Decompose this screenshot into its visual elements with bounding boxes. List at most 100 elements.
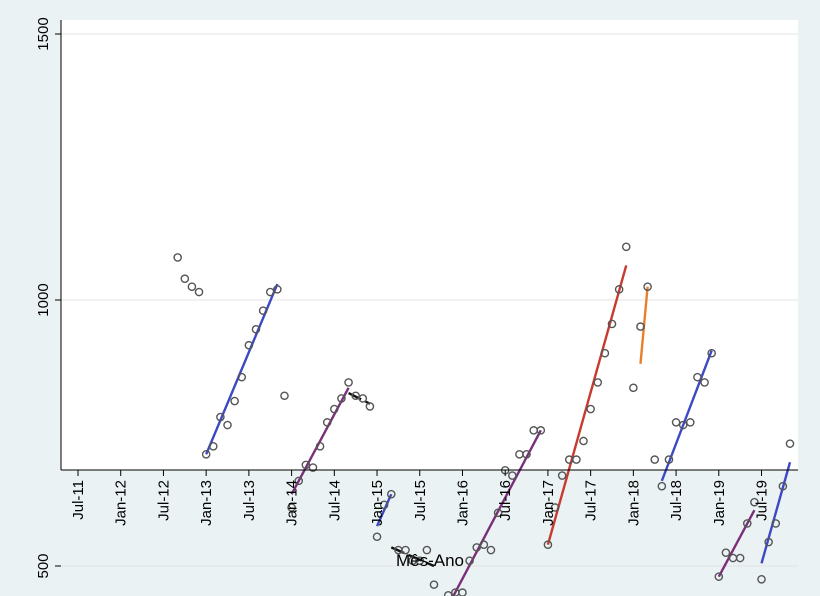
data-point bbox=[579, 436, 588, 446]
data-point bbox=[315, 441, 325, 451]
data-point bbox=[614, 285, 624, 294]
data-point bbox=[344, 378, 353, 387]
data-point bbox=[493, 508, 503, 518]
data-point bbox=[379, 500, 389, 510]
data-point bbox=[415, 556, 425, 565]
data-point bbox=[678, 420, 688, 430]
trend-apr18-dec18 bbox=[660, 350, 713, 482]
x-tick-label: Jul-15 bbox=[412, 480, 429, 521]
data-point bbox=[486, 545, 496, 555]
data-point bbox=[707, 348, 716, 358]
data-point bbox=[330, 404, 339, 414]
data-point bbox=[308, 463, 318, 472]
data-point bbox=[237, 372, 247, 382]
data-point bbox=[458, 588, 467, 596]
data-point bbox=[173, 253, 182, 262]
data-point bbox=[180, 274, 190, 284]
data-point bbox=[600, 348, 610, 358]
data-point bbox=[223, 420, 232, 430]
data-point bbox=[273, 285, 282, 294]
x-tick-label: Jul-13 bbox=[241, 480, 258, 521]
data-points bbox=[173, 242, 795, 596]
trend-jan19-jun19 bbox=[717, 509, 756, 578]
data-point bbox=[572, 455, 581, 464]
data-point bbox=[443, 590, 453, 596]
data-point bbox=[208, 441, 218, 451]
data-point bbox=[472, 543, 482, 552]
x-tick-label: Jul-14 bbox=[326, 480, 343, 521]
data-point bbox=[714, 572, 724, 581]
y-tick-label: 1000 bbox=[35, 283, 52, 316]
data-point bbox=[750, 497, 759, 507]
data-point bbox=[422, 545, 432, 555]
x-tick-label: Jul-18 bbox=[668, 480, 685, 521]
plot-area bbox=[61, 20, 798, 470]
data-point bbox=[294, 476, 304, 486]
x-axis-title: Mês-Ano bbox=[396, 551, 464, 570]
data-point bbox=[429, 580, 439, 589]
x-tick-label: Jul-17 bbox=[583, 480, 600, 521]
data-point bbox=[372, 532, 382, 542]
data-point bbox=[686, 418, 695, 427]
data-point bbox=[187, 282, 197, 292]
data-point bbox=[280, 391, 289, 401]
x-ticks: Jul-11 Jan-12 Jul-12 Jan-13 Jul-13 Jan-14 Jul-… bbox=[70, 470, 771, 526]
data-point bbox=[636, 322, 645, 331]
axes bbox=[60, 20, 798, 471]
data-point bbox=[607, 319, 617, 329]
x-tick-label: Jan-15 bbox=[369, 480, 386, 526]
data-point bbox=[643, 282, 652, 292]
data-point bbox=[522, 449, 531, 459]
x-tick-label: Jul-16 bbox=[497, 480, 514, 521]
data-point bbox=[201, 449, 211, 459]
trend-dec13-aug14 bbox=[290, 387, 350, 495]
data-point bbox=[778, 481, 788, 491]
data-point bbox=[629, 383, 638, 393]
x-tick-label: Jan-13 bbox=[198, 480, 215, 526]
data-point bbox=[194, 287, 204, 297]
data-point bbox=[586, 404, 595, 414]
x-tick-label: Jul-19 bbox=[754, 480, 771, 521]
trend-jul19-nov19 bbox=[760, 461, 792, 564]
data-point bbox=[287, 503, 296, 512]
x-tick-label: Jan-19 bbox=[711, 480, 728, 526]
data-point bbox=[265, 287, 275, 297]
data-point bbox=[301, 460, 311, 470]
data-point bbox=[536, 426, 546, 435]
data-point bbox=[621, 242, 631, 252]
data-point bbox=[358, 394, 368, 403]
data-point bbox=[757, 575, 766, 584]
y-tick-label: 1500 bbox=[35, 17, 52, 50]
x-tick-label: Jul-11 bbox=[70, 480, 87, 520]
x-tick-label: Jan-12 bbox=[113, 480, 130, 526]
data-point bbox=[664, 455, 674, 464]
data-point bbox=[657, 481, 667, 491]
data-point bbox=[671, 418, 681, 427]
data-point bbox=[465, 556, 474, 565]
trend-oct15-nov16 bbox=[452, 429, 542, 596]
data-point bbox=[728, 553, 738, 563]
data-point bbox=[543, 540, 553, 550]
data-point bbox=[351, 391, 360, 401]
data-point bbox=[322, 418, 332, 427]
data-point bbox=[216, 412, 225, 422]
data-point bbox=[693, 372, 702, 382]
data-point bbox=[700, 378, 709, 387]
data-point bbox=[735, 553, 745, 563]
data-point bbox=[557, 471, 567, 480]
data-point bbox=[386, 489, 396, 499]
data-point bbox=[251, 324, 261, 334]
data-point bbox=[742, 519, 752, 528]
data-point bbox=[365, 402, 375, 411]
gridlines bbox=[61, 33, 798, 567]
x-tick-label: Jan-16 bbox=[454, 480, 471, 526]
data-point bbox=[244, 340, 254, 350]
data-point bbox=[401, 545, 410, 555]
data-point bbox=[508, 471, 517, 480]
trend-dec16-dec17 bbox=[546, 265, 628, 546]
x-tick-label: Jan-17 bbox=[540, 480, 557, 526]
data-point bbox=[771, 519, 781, 528]
y-tick-label: 500 bbox=[35, 553, 52, 578]
data-point bbox=[721, 548, 731, 558]
